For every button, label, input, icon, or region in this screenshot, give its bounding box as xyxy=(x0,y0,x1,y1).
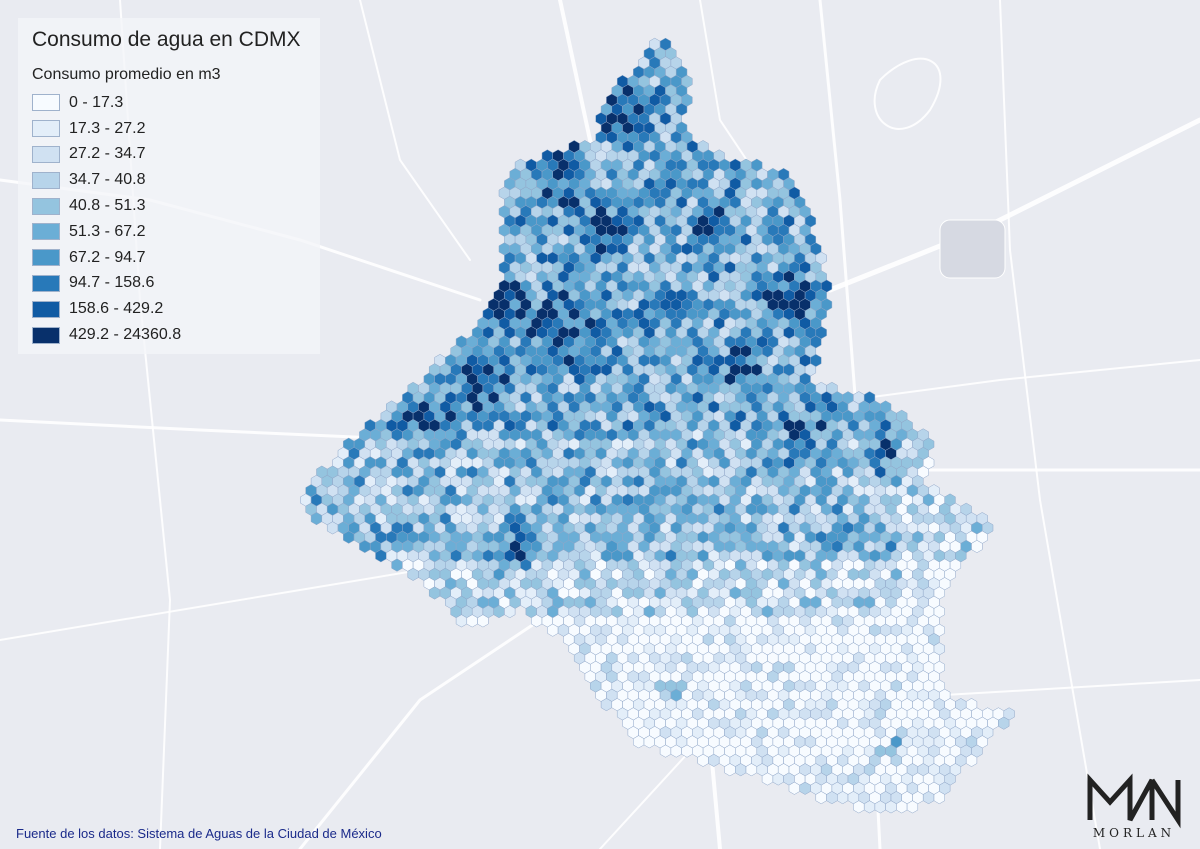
morlan-logo-icon xyxy=(1087,773,1181,829)
legend-item: 429.2 - 24360.8 xyxy=(32,322,306,348)
legend-swatch xyxy=(32,171,60,189)
legend-item: 34.7 - 40.8 xyxy=(32,167,306,193)
brand-name: MORLAN xyxy=(1092,826,1176,840)
legend-swatch xyxy=(32,326,60,344)
map-title: Consumo de agua en CDMX xyxy=(32,28,301,51)
road-line xyxy=(827,117,1200,293)
legend-label: 94.7 - 158.6 xyxy=(69,274,155,292)
road-line xyxy=(999,0,1101,849)
airport-shape xyxy=(939,219,1006,279)
hexbin-cell xyxy=(971,540,983,553)
legend-label: 27.2 - 34.7 xyxy=(69,145,146,163)
legend-item: 17.3 - 27.2 xyxy=(32,116,306,142)
road-line xyxy=(849,359,1200,401)
legend-items: 0 - 17.3 17.3 - 27.2 27.2 - 34.7 34.7 - 40.… xyxy=(32,90,306,348)
hexbin-cell xyxy=(933,791,945,805)
legend-item: 94.7 - 158.6 xyxy=(32,271,306,297)
road-line xyxy=(359,0,471,261)
legend-label: 429.2 - 24360.8 xyxy=(69,326,182,344)
hexbin-cell xyxy=(504,605,516,619)
hexbin-cell xyxy=(477,614,489,628)
legend-swatch xyxy=(32,197,60,215)
legend-swatch xyxy=(32,94,60,112)
hexbin-cell xyxy=(906,800,919,814)
legend-swatch xyxy=(32,223,60,241)
legend-label: 0 - 17.3 xyxy=(69,93,124,111)
legend-label: 40.8 - 51.3 xyxy=(69,197,146,215)
road-line xyxy=(873,57,942,130)
legend-label: 34.7 - 40.8 xyxy=(69,171,146,189)
hexbin-cell xyxy=(965,753,978,767)
hexbin-cell xyxy=(998,716,1010,730)
legend-label: 17.3 - 27.2 xyxy=(69,119,146,137)
legend-label: 51.3 - 67.2 xyxy=(69,222,146,240)
legend-item: 40.8 - 51.3 xyxy=(32,193,306,219)
map-legend: Consumo de agua en CDMX Consumo promedio… xyxy=(18,18,320,354)
legend-swatch xyxy=(32,300,60,318)
legend-swatch xyxy=(32,249,60,267)
legend-label: 67.2 - 94.7 xyxy=(69,248,146,266)
legend-item: 51.3 - 67.2 xyxy=(32,219,306,245)
legend-label: 158.6 - 429.2 xyxy=(69,300,164,318)
legend-swatch xyxy=(32,274,60,292)
legend-title: Consumo promedio en m3 xyxy=(32,66,221,83)
legend-swatch xyxy=(32,120,60,138)
hexbin-layer xyxy=(300,37,1015,814)
data-source-note: Fuente de los datos: Sistema de Aguas de… xyxy=(16,826,382,841)
legend-item: 27.2 - 34.7 xyxy=(32,142,306,168)
legend-item: 158.6 - 429.2 xyxy=(32,296,306,322)
legend-item: 67.2 - 94.7 xyxy=(32,245,306,271)
legend-swatch xyxy=(32,145,60,163)
legend-item: 0 - 17.3 xyxy=(32,90,306,116)
